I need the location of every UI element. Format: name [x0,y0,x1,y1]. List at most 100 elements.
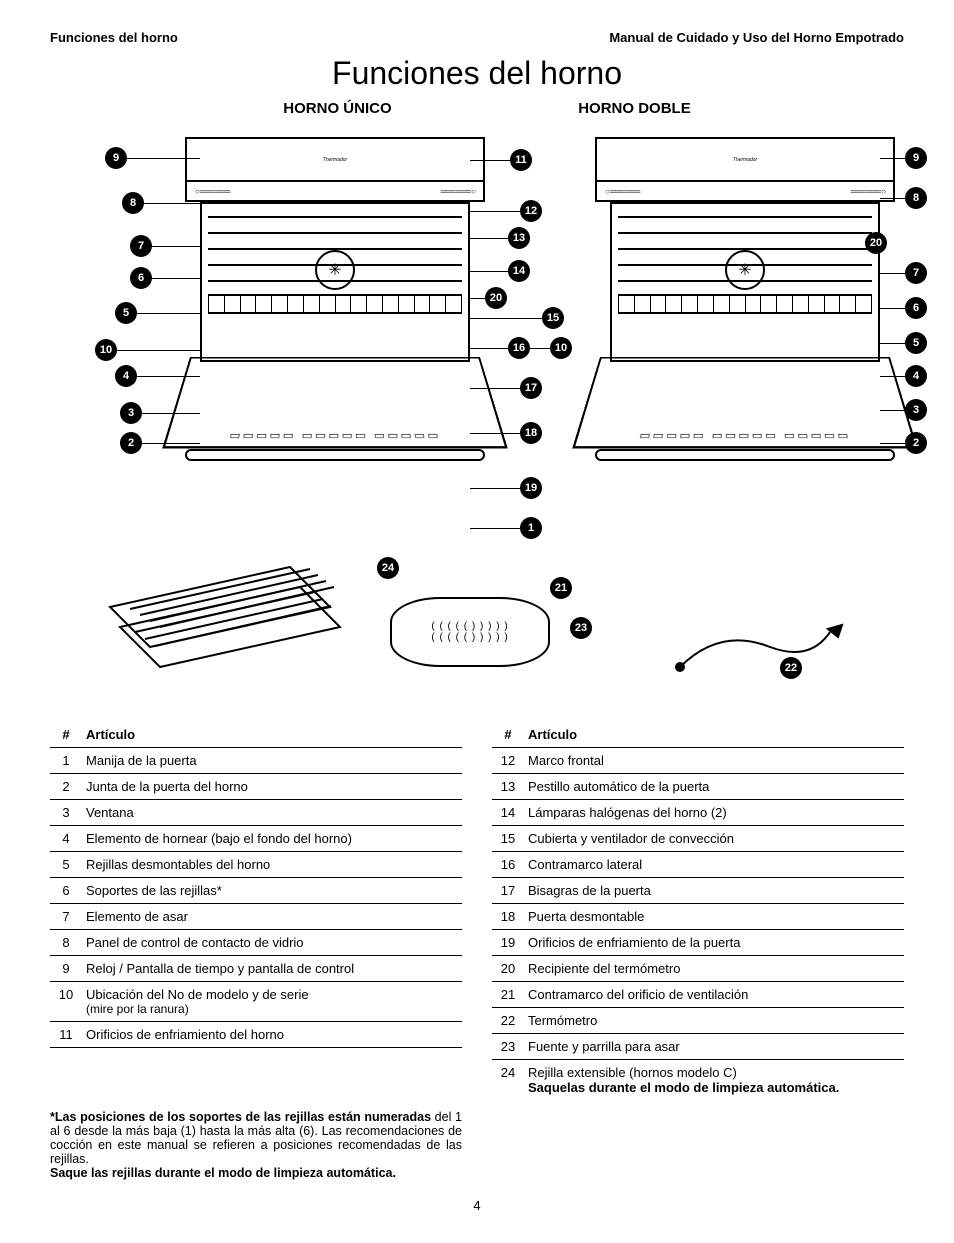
item-desc: Orificios de enfriamiento de la puerta [524,930,904,956]
oven-door: ▭▭▭▭▭ ▭▭▭▭▭ ▭▭▭▭▭ [572,357,918,448]
item-desc: Rejillas desmontables del horno [82,852,462,878]
callout-bubble: 6 [130,267,152,289]
door-handle [185,449,485,461]
footnote-bold: *Las posiciones de los soportes de las r… [50,1110,431,1124]
table-row: 10Ubicación del No de modelo y de serie(… [50,982,462,1022]
item-desc: Reloj / Pantalla de tiempo y pantalla de… [82,956,462,982]
oven-cavity: ✳ [610,202,880,362]
item-number: 10 [50,982,82,1022]
item-number: 17 [492,878,524,904]
pan-ridges-icon: ( ( ( ( ( ) ) ) ) ) [431,621,508,632]
item-number: 14 [492,800,524,826]
table-row: 14Lámparas halógenas del horno (2) [492,800,904,826]
leader-line [470,211,520,212]
table-row: 12Marco frontal [492,748,904,774]
callout-bubble: 2 [120,432,142,454]
table-row: 24Rejilla extensible (hornos modelo C)Sa… [492,1060,904,1101]
door-slots-icon: ▭▭▭▭▭ ▭▭▭▭▭ ▭▭▭▭▭ [228,430,442,441]
item-desc: Lámparas halógenas del horno (2) [524,800,904,826]
item-number: 9 [50,956,82,982]
callout-bubble: 5 [905,332,927,354]
leader-line [152,278,200,279]
rack-line [618,232,872,234]
callout-bubble: 4 [115,365,137,387]
vent-icon: ○ ═══ ═══ [195,187,229,196]
item-desc: Marco frontal [524,748,904,774]
leader-line [470,271,508,272]
leader-line [470,488,520,489]
vent-icon: ═══ ═══ ○ [851,187,885,196]
item-desc: Bisagras de la puerta [524,878,904,904]
callout-bubble: 10 [550,337,572,359]
item-number: 21 [492,982,524,1008]
item-desc: Ventana [82,800,462,826]
leader-line [880,410,905,411]
table-row: 2Junta de la puerta del horno [50,774,462,800]
leader-line [880,308,905,309]
leader-line [117,350,200,351]
item-number: 2 [50,774,82,800]
item-desc: Pestillo automático de la puerta [524,774,904,800]
callout-bubble: 24 [377,557,399,579]
rack-grid [618,294,872,314]
callout-bubble: 3 [120,402,142,424]
callout-bubble: 5 [115,302,137,324]
table-row: 7Elemento de asar [50,904,462,930]
table-row: 16Contramarco lateral [492,852,904,878]
table-row: 13Pestillo automático de la puerta [492,774,904,800]
callout-bubble: 7 [130,235,152,257]
callout-bubble: 11 [510,149,532,171]
main-title: Funciones del horno [50,55,904,92]
table-row: 20Recipiente del termómetro [492,956,904,982]
callout-bubble: 1 [520,517,542,539]
door-handle [595,449,895,461]
rack-line [208,216,462,218]
item-desc: Contramarco del orificio de ventilación [524,982,904,1008]
item-number: 6 [50,878,82,904]
accessory-probe [670,617,850,697]
leader-line [470,528,520,529]
callout-bubble: 14 [508,260,530,282]
item-number: 19 [492,930,524,956]
vent-icon: ═══ ═══ ○ [441,187,475,196]
item-desc: Elemento de hornear (bajo el fondo del h… [82,826,462,852]
callout-bubble: 3 [905,399,927,421]
item-number: 1 [50,748,82,774]
item-desc: Puerta desmontable [524,904,904,930]
item-number: 20 [492,956,524,982]
brand-label: Thermador [733,157,757,163]
footnote-right [492,1110,904,1180]
item-desc: Orificios de enfriamiento del horno [82,1022,462,1048]
callout-bubble: 18 [520,422,542,444]
callout-bubble: 9 [105,147,127,169]
table-row: 1Manija de la puerta [50,748,462,774]
callout-bubble: 17 [520,377,542,399]
item-number: 3 [50,800,82,826]
callout-bubble: 15 [542,307,564,329]
leader-line [880,158,905,159]
leader-line [144,203,200,204]
item-number: 22 [492,1008,524,1034]
item-desc: Elemento de asar [82,904,462,930]
callout-bubble: 8 [122,192,144,214]
callout-bubble: 20 [865,232,887,254]
item-desc: Soportes de las rejillas* [82,878,462,904]
tables-row: # Artículo 1Manija de la puerta2Junta de… [50,722,904,1100]
brand-label: Thermador [323,157,347,163]
accessory-rack [90,547,350,687]
callout-bubble: 13 [508,227,530,249]
leader-line [470,238,508,239]
item-number: 7 [50,904,82,930]
oven-double: Thermador ○ ═══ ═══ ═══ ═══ ○ ✳ ▭▭▭▭▭ ▭▭… [595,137,895,497]
callout-bubble: 21 [550,577,572,599]
item-number: 16 [492,852,524,878]
frame-top: ○ ═══ ═══ ═══ ═══ ○ [185,182,485,202]
callout-bubble: 4 [905,365,927,387]
callout-bubble: 12 [520,200,542,222]
item-number: 12 [492,748,524,774]
item-extra: Saquelas durante el modo de limpieza aut… [528,1080,900,1095]
callout-bubble: 16 [508,337,530,359]
callout-bubble: 19 [520,477,542,499]
table-row: 3Ventana [50,800,462,826]
item-number: 5 [50,852,82,878]
